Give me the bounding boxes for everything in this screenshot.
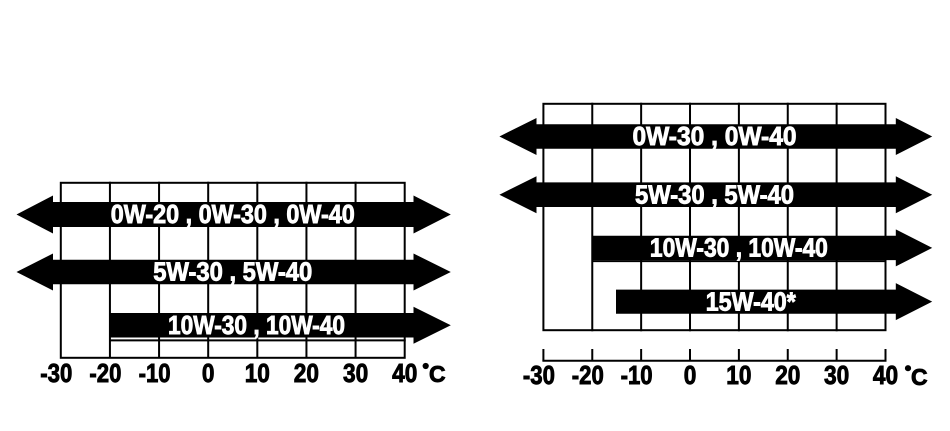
svg-text:20: 20 — [294, 358, 319, 388]
svg-text:10: 10 — [726, 360, 751, 390]
svg-text:-10: -10 — [139, 358, 171, 388]
svg-text:5W-30 , 5W-40: 5W-30 , 5W-40 — [635, 179, 794, 209]
svg-text:5W-30 , 5W-40: 5W-30 , 5W-40 — [153, 257, 312, 287]
svg-text:C: C — [911, 364, 928, 390]
svg-text:-20: -20 — [89, 358, 121, 388]
svg-text:-30: -30 — [523, 360, 555, 390]
svg-text:-20: -20 — [572, 360, 604, 390]
svg-text:40: 40 — [392, 358, 417, 388]
svg-text:10W-30 , 10W-40: 10W-30 , 10W-40 — [650, 233, 828, 263]
svg-text:0W-20 , 0W-30 , 0W-40: 0W-20 , 0W-30 , 0W-40 — [111, 199, 355, 229]
svg-text:30: 30 — [824, 360, 849, 390]
svg-text:10W-30 , 10W-40: 10W-30 , 10W-40 — [168, 310, 345, 340]
svg-text:30: 30 — [343, 358, 368, 388]
svg-text:0: 0 — [202, 358, 215, 388]
svg-text:-10: -10 — [621, 360, 653, 390]
svg-text:0W-30 , 0W-40: 0W-30 , 0W-40 — [633, 121, 797, 151]
svg-text:0: 0 — [684, 360, 697, 390]
svg-text:15W-40*: 15W-40* — [706, 286, 797, 316]
svg-text:10: 10 — [245, 358, 270, 388]
svg-text:C: C — [429, 361, 446, 387]
svg-text:20: 20 — [775, 360, 800, 390]
svg-text:-30: -30 — [40, 358, 72, 388]
svg-text:40: 40 — [873, 360, 898, 390]
